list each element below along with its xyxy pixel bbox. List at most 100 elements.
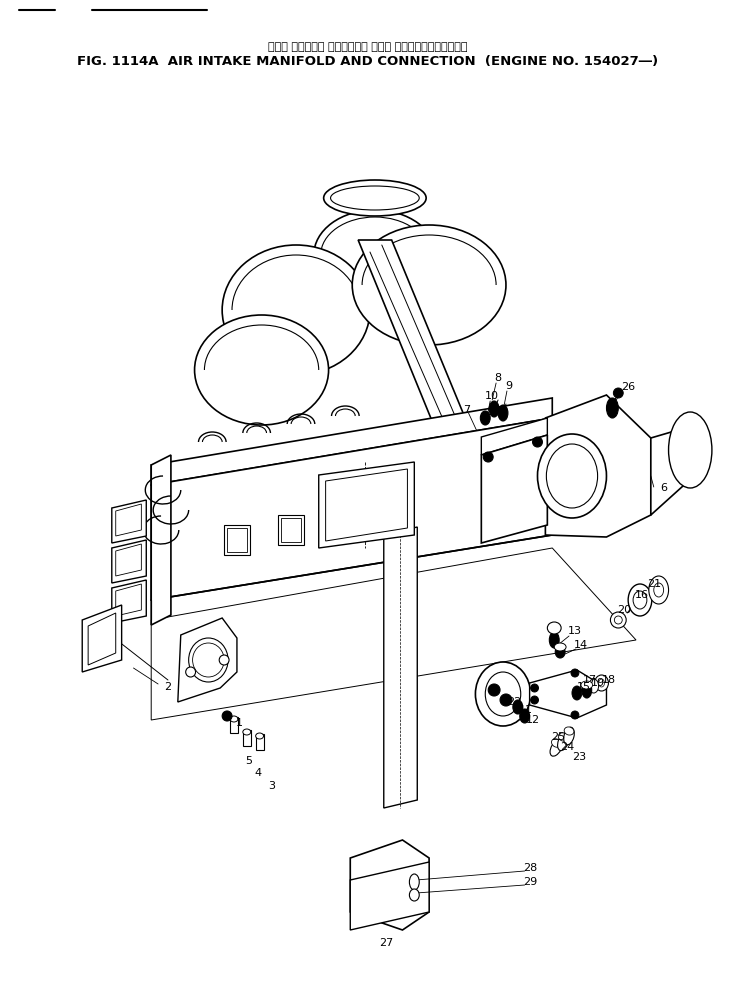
Ellipse shape <box>533 437 542 447</box>
Ellipse shape <box>572 686 582 700</box>
Ellipse shape <box>222 711 232 721</box>
Ellipse shape <box>564 727 574 745</box>
Text: 8: 8 <box>495 373 502 383</box>
Ellipse shape <box>194 315 328 425</box>
Ellipse shape <box>475 662 531 726</box>
Text: 12: 12 <box>526 715 539 725</box>
Polygon shape <box>112 540 146 583</box>
Polygon shape <box>112 580 146 623</box>
Polygon shape <box>328 506 353 536</box>
Ellipse shape <box>537 434 606 518</box>
Polygon shape <box>116 544 141 576</box>
Ellipse shape <box>353 225 506 345</box>
Ellipse shape <box>222 245 370 375</box>
Polygon shape <box>88 613 116 665</box>
Text: 24: 24 <box>560 742 574 752</box>
Polygon shape <box>151 418 552 600</box>
Ellipse shape <box>324 180 426 216</box>
Text: 21: 21 <box>647 579 661 589</box>
Polygon shape <box>224 525 250 555</box>
Text: 28: 28 <box>523 863 538 873</box>
Ellipse shape <box>520 709 530 723</box>
Polygon shape <box>255 734 263 750</box>
Ellipse shape <box>531 696 539 704</box>
Text: 6: 6 <box>660 483 667 493</box>
Polygon shape <box>530 670 606 718</box>
Text: 14: 14 <box>574 640 588 650</box>
Ellipse shape <box>555 646 565 658</box>
Polygon shape <box>243 730 251 746</box>
Polygon shape <box>358 198 392 240</box>
Polygon shape <box>116 504 141 536</box>
Ellipse shape <box>610 612 626 628</box>
Ellipse shape <box>409 874 420 890</box>
Ellipse shape <box>500 694 512 706</box>
Text: 10: 10 <box>485 391 499 401</box>
Ellipse shape <box>230 716 238 722</box>
Text: 4: 4 <box>254 768 261 778</box>
Ellipse shape <box>485 672 521 716</box>
Ellipse shape <box>581 681 592 689</box>
Ellipse shape <box>571 711 579 719</box>
Polygon shape <box>330 509 350 533</box>
Polygon shape <box>230 717 238 733</box>
Text: 25: 25 <box>551 732 565 742</box>
Ellipse shape <box>314 210 436 300</box>
Text: 20: 20 <box>618 605 631 615</box>
Ellipse shape <box>606 398 618 418</box>
Text: 9: 9 <box>506 381 512 391</box>
Text: 26: 26 <box>621 382 635 392</box>
Polygon shape <box>358 240 478 450</box>
Ellipse shape <box>546 444 598 508</box>
Ellipse shape <box>484 452 493 462</box>
Ellipse shape <box>188 638 228 682</box>
Polygon shape <box>325 469 408 541</box>
Ellipse shape <box>481 411 490 425</box>
Text: 2: 2 <box>164 682 171 692</box>
Ellipse shape <box>598 679 604 687</box>
Ellipse shape <box>654 583 664 597</box>
Ellipse shape <box>255 733 263 739</box>
Ellipse shape <box>565 726 574 735</box>
Polygon shape <box>350 862 429 930</box>
Polygon shape <box>278 515 304 545</box>
Polygon shape <box>319 462 414 548</box>
Text: 29: 29 <box>523 877 538 887</box>
Polygon shape <box>651 425 696 515</box>
Polygon shape <box>227 528 247 552</box>
Polygon shape <box>82 605 121 672</box>
Polygon shape <box>380 500 400 524</box>
Ellipse shape <box>531 684 539 692</box>
Ellipse shape <box>185 667 196 677</box>
Text: 17: 17 <box>583 675 597 685</box>
Ellipse shape <box>488 684 500 696</box>
Ellipse shape <box>554 643 566 651</box>
Polygon shape <box>178 618 237 702</box>
Ellipse shape <box>595 675 609 691</box>
Ellipse shape <box>589 679 598 693</box>
Text: 16: 16 <box>635 590 649 600</box>
Text: 18: 18 <box>601 675 615 685</box>
Polygon shape <box>151 548 636 720</box>
Text: 15: 15 <box>577 682 591 692</box>
Ellipse shape <box>571 669 579 677</box>
Polygon shape <box>112 500 146 543</box>
Text: 1: 1 <box>236 718 242 728</box>
Ellipse shape <box>628 584 652 616</box>
Polygon shape <box>151 455 171 625</box>
Ellipse shape <box>613 388 623 398</box>
Ellipse shape <box>243 729 251 735</box>
Text: 7: 7 <box>463 405 470 415</box>
Polygon shape <box>281 518 301 542</box>
Ellipse shape <box>558 733 569 751</box>
Polygon shape <box>545 395 651 537</box>
Ellipse shape <box>615 616 622 624</box>
Text: 19: 19 <box>590 678 605 688</box>
Text: 5: 5 <box>245 756 252 766</box>
Ellipse shape <box>513 700 523 714</box>
Polygon shape <box>350 840 429 930</box>
Ellipse shape <box>549 632 559 648</box>
Ellipse shape <box>559 733 568 741</box>
Ellipse shape <box>582 682 592 698</box>
Ellipse shape <box>489 401 499 417</box>
